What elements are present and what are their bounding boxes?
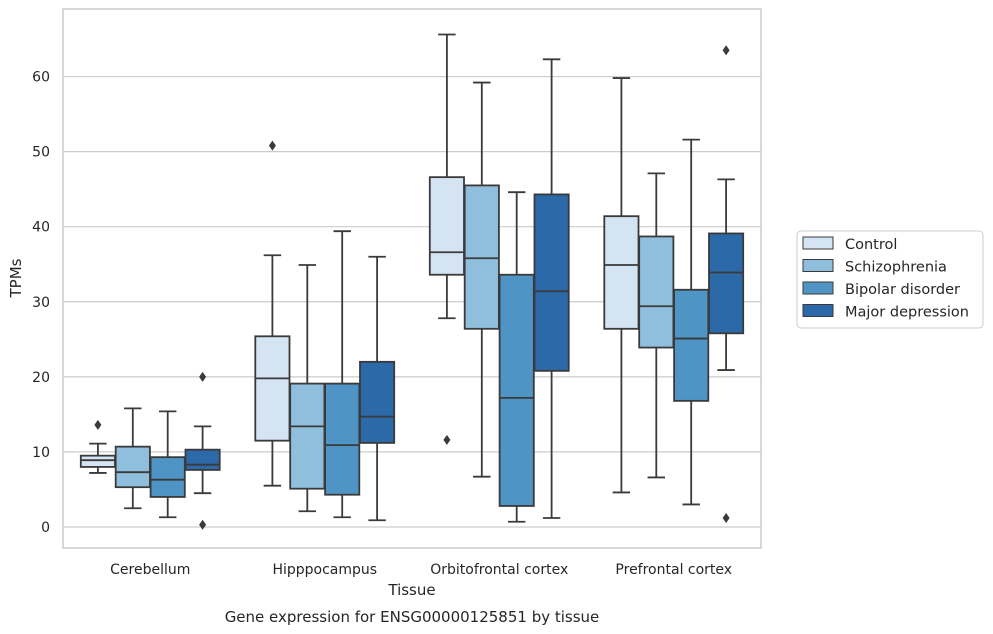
box-control bbox=[428, 33, 465, 445]
x-axis-label: Tissue bbox=[387, 581, 435, 599]
box-major-depression bbox=[184, 371, 221, 530]
legend-label: Schizophrenia bbox=[845, 260, 947, 276]
outlier-point bbox=[199, 519, 207, 530]
y-tick-labels: 0 10 20 30 40 50 60 bbox=[32, 70, 50, 536]
box-bipolar-disorder bbox=[498, 191, 535, 523]
plot-area bbox=[79, 33, 745, 530]
y-tick-label: 0 bbox=[41, 520, 50, 536]
x-tick-labels: Cerebellum Hipppocampus Orbitofrontal cort… bbox=[110, 562, 732, 578]
box-control bbox=[79, 419, 116, 474]
box-iqr bbox=[638, 235, 675, 349]
box-bipolar-disorder bbox=[149, 410, 186, 519]
box-bipolar-disorder bbox=[324, 230, 361, 519]
outlier-point bbox=[268, 140, 276, 151]
box-iqr bbox=[184, 448, 221, 471]
box-control bbox=[254, 140, 291, 487]
box-iqr bbox=[79, 454, 116, 468]
box-iqr bbox=[673, 288, 710, 402]
y-tick-label: 50 bbox=[32, 145, 50, 161]
box-schizophrenia bbox=[463, 81, 500, 478]
axes-frame bbox=[62, 8, 762, 549]
legend-swatch bbox=[802, 304, 834, 317]
outlier-point bbox=[443, 434, 451, 445]
box-iqr bbox=[603, 215, 640, 330]
outlier-point bbox=[722, 512, 730, 523]
box-iqr bbox=[708, 232, 745, 335]
legend-frame bbox=[796, 230, 984, 329]
box-iqr bbox=[498, 273, 535, 507]
x-tick-label: Cerebellum bbox=[110, 562, 190, 578]
outlier-point bbox=[199, 371, 207, 382]
box-schizophrenia bbox=[289, 264, 326, 513]
box-iqr bbox=[149, 456, 186, 498]
chart-caption: Gene expression for ENSG00000125851 by t… bbox=[225, 608, 600, 626]
box-iqr bbox=[114, 445, 151, 489]
box-iqr bbox=[428, 176, 465, 276]
x-tick-label: Prefrontal cortex bbox=[615, 562, 732, 578]
y-tick-label: 40 bbox=[32, 220, 50, 236]
legend-swatch bbox=[802, 281, 834, 295]
gridlines bbox=[63, 75, 761, 528]
legend-label: Major depression bbox=[845, 305, 969, 321]
box-schizophrenia bbox=[114, 407, 151, 510]
box-iqr bbox=[359, 360, 396, 444]
legend-swatch bbox=[802, 236, 834, 250]
legend: Control Schizophrenia Bipolar disorder Majo… bbox=[796, 230, 984, 329]
y-tick-label: 60 bbox=[32, 70, 50, 86]
box-major-depression bbox=[533, 58, 570, 519]
legend-swatch bbox=[802, 259, 834, 272]
box-major-depression bbox=[708, 45, 745, 523]
box-iqr bbox=[463, 184, 500, 330]
y-tick-label: 30 bbox=[32, 295, 50, 311]
box-iqr bbox=[324, 382, 361, 496]
box-iqr bbox=[289, 382, 326, 490]
y-tick-label: 20 bbox=[32, 370, 50, 386]
y-axis-label: TPMs bbox=[7, 258, 25, 298]
x-tick-label: Hipppocampus bbox=[272, 562, 377, 578]
legend-label: Control bbox=[845, 237, 897, 253]
y-tick-label: 10 bbox=[32, 445, 50, 461]
box-schizophrenia bbox=[638, 172, 675, 479]
x-tick-label: Orbitofrontal cortex bbox=[430, 562, 568, 578]
box-iqr bbox=[533, 193, 570, 372]
legend-label: Bipolar disorder bbox=[845, 282, 960, 298]
outlier-point bbox=[722, 45, 730, 56]
box-iqr bbox=[254, 335, 291, 442]
box-major-depression bbox=[359, 255, 396, 522]
box-control bbox=[603, 77, 640, 494]
box-bipolar-disorder bbox=[673, 138, 710, 506]
outlier-point bbox=[94, 419, 102, 430]
